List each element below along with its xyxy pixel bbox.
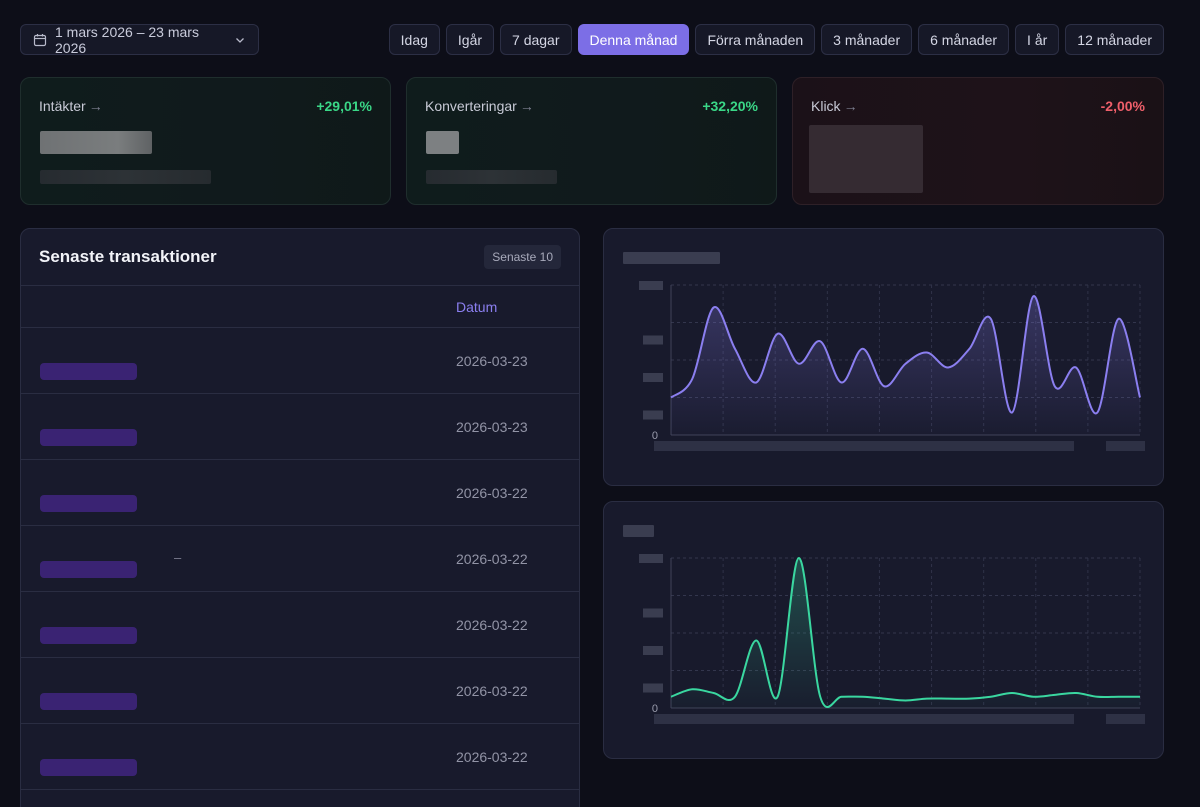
column-date[interactable]: Datum	[456, 299, 498, 315]
y-tick-label-redacted	[639, 281, 663, 290]
table-row[interactable]: 2026-03-22	[21, 592, 579, 658]
kpi-delta-conversions: +32,20%	[702, 98, 758, 114]
kpi-label-text: Klick	[811, 98, 841, 114]
preset-today[interactable]: Idag	[388, 24, 440, 55]
transaction-date: 2026-03-22	[456, 683, 528, 699]
chart-title-redacted	[623, 525, 654, 537]
kpi-label-text: Intäkter	[39, 98, 86, 114]
series-area	[671, 558, 1140, 708]
kpi-label-conversions: Konverteringar →	[425, 98, 534, 114]
table-row[interactable]: 2026-03-22	[21, 460, 579, 526]
line-chart-top[interactable]: 0	[604, 229, 1165, 487]
transactions-count-badge: Senaste 10	[484, 245, 561, 269]
x-tick-label-redacted	[1106, 441, 1145, 451]
arrow-right-icon: →	[519, 98, 534, 114]
chevron-down-icon	[236, 37, 244, 43]
kpi-card-clicks[interactable]: Klick → -2,00%	[792, 77, 1164, 205]
y-tick-label-redacted	[643, 410, 663, 420]
transaction-date: 2026-03-23	[456, 419, 528, 435]
transactions-header: Senaste transaktioner Senaste 10	[21, 229, 579, 286]
transaction-tag-redacted	[40, 693, 137, 710]
transaction-date: 2026-03-22	[456, 485, 528, 501]
kpi-value-redacted	[426, 131, 459, 154]
preset-3-months[interactable]: 3 månader	[821, 24, 913, 55]
y-tick-label-redacted	[643, 646, 663, 655]
preset-this-year[interactable]: I år	[1015, 24, 1060, 55]
series-area	[671, 296, 1140, 435]
preset-last-month[interactable]: Förra månaden	[695, 24, 816, 55]
y-tick-label-redacted	[639, 554, 663, 563]
chart-title-redacted	[623, 252, 720, 264]
arrow-right-icon: →	[88, 98, 103, 114]
preset-7-days[interactable]: 7 dagar	[500, 24, 572, 55]
y-tick-zero: 0	[652, 430, 658, 442]
x-tick-labels-redacted	[654, 441, 1074, 451]
table-row[interactable]: 2026-03-23	[21, 394, 579, 460]
transaction-tag-redacted	[40, 363, 137, 380]
table-row[interactable]: 2026-03-22	[21, 658, 579, 724]
transaction-date: 2026-03-22	[456, 617, 528, 633]
line-chart-bottom[interactable]: 0	[604, 502, 1165, 760]
transaction-date: 2026-03-22	[456, 551, 528, 567]
transaction-tag-redacted	[40, 495, 137, 512]
transaction-tag-redacted	[40, 429, 137, 446]
calendar-icon	[33, 33, 47, 46]
series-line	[670, 295, 1141, 415]
preset-yesterday[interactable]: Igår	[445, 24, 495, 55]
kpi-subtext-redacted	[426, 170, 557, 184]
table-row[interactable]: – 2026-03-22	[21, 526, 579, 592]
transactions-panel: Senaste transaktioner Senaste 10 Datum 2…	[20, 228, 580, 807]
series-line	[670, 556, 1140, 708]
y-tick-label-redacted	[643, 608, 663, 618]
transaction-tag-redacted	[40, 561, 137, 578]
kpi-card-revenue[interactable]: Intäkter → +29,01%	[20, 77, 391, 205]
y-tick-zero: 0	[652, 703, 658, 715]
arrow-right-icon: →	[843, 98, 858, 114]
y-tick-label-redacted	[643, 373, 663, 382]
transaction-date: 2026-03-23	[456, 353, 528, 369]
date-range-picker[interactable]: 1 mars 2026 – 23 mars 2026	[20, 23, 259, 56]
kpi-value-redacted	[809, 125, 923, 193]
kpi-card-conversions[interactable]: Konverteringar → +32,20%	[406, 77, 777, 205]
transactions-title: Senaste transaktioner	[39, 247, 217, 266]
chart-panel-top: 0	[603, 228, 1164, 486]
kpi-label-revenue: Intäkter →	[39, 98, 103, 114]
x-tick-label-redacted	[1106, 714, 1145, 724]
preset-12-months[interactable]: 12 månader	[1065, 24, 1164, 55]
period-presets: Idag Igår 7 dagar Denna månad Förra måna…	[388, 24, 1164, 55]
chart-panel-bottom: 0	[603, 501, 1164, 759]
kpi-delta-revenue: +29,01%	[316, 98, 372, 114]
preset-this-month[interactable]: Denna månad	[577, 24, 690, 55]
kpi-label-text: Konverteringar	[425, 98, 517, 114]
transaction-date: 2026-03-22	[456, 749, 528, 765]
transaction-note: –	[174, 550, 182, 565]
table-row[interactable]: 2026-03-23	[21, 328, 579, 394]
kpi-subtext-redacted	[40, 170, 211, 184]
kpi-value-redacted	[40, 131, 152, 154]
y-tick-label-redacted	[643, 683, 663, 693]
kpi-label-clicks: Klick →	[811, 98, 858, 114]
preset-6-months[interactable]: 6 månader	[918, 24, 1010, 55]
kpi-delta-clicks: -2,00%	[1100, 98, 1145, 114]
transaction-tag-redacted	[40, 759, 137, 776]
x-tick-labels-redacted	[654, 714, 1074, 724]
y-tick-label-redacted	[643, 335, 663, 345]
date-range-label: 1 mars 2026 – 23 mars 2026	[55, 23, 199, 56]
transactions-column-header: Datum	[21, 286, 579, 328]
table-row[interactable]: 2026-03-22	[21, 724, 579, 790]
transaction-tag-redacted	[40, 627, 137, 644]
